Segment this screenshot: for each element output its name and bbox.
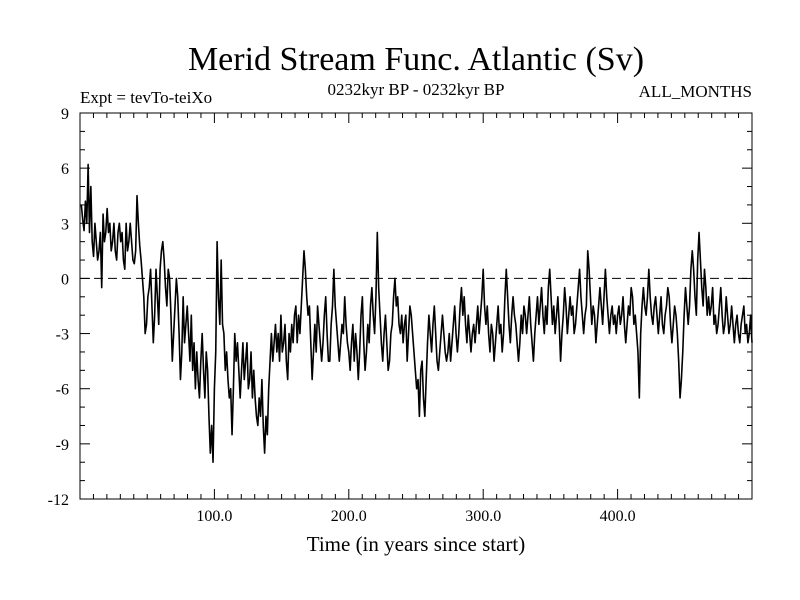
y-tick-label: -9 <box>56 437 69 454</box>
y-tick-label: 9 <box>61 106 69 123</box>
x-axis-label: Time (in years since start) <box>307 532 526 556</box>
series-line <box>80 163 753 464</box>
y-tick-label: -3 <box>56 327 69 344</box>
experiment-label: Expt = tevTo-teiXo <box>80 88 212 107</box>
plot-area <box>79 112 753 500</box>
x-tick-label: 400.0 <box>600 508 636 525</box>
y-tick-label: 0 <box>61 271 69 288</box>
chart-title: Merid Stream Func. Atlantic (Sv) <box>188 41 644 78</box>
x-tick-label: 300.0 <box>465 508 501 525</box>
y-tick-labels: -12 -9 -6 -3 0 3 6 9 <box>48 106 69 509</box>
chart-subtitle: 0232kyr BP - 0232kyr BP <box>328 80 505 99</box>
y-tick-label: -6 <box>56 382 69 399</box>
y-tick-label: 6 <box>61 161 69 178</box>
y-tick-label: 3 <box>61 216 69 233</box>
x-tick-label: 100.0 <box>196 508 232 525</box>
x-tick-labels: 100.0 200.0 300.0 400.0 <box>196 508 635 525</box>
x-tick-label: 200.0 <box>331 508 367 525</box>
y-tick-label: -12 <box>48 492 69 509</box>
months-label: ALL_MONTHS <box>639 82 752 101</box>
